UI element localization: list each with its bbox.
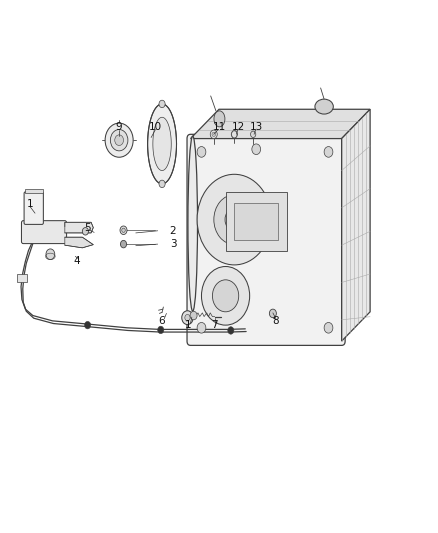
Circle shape	[197, 322, 206, 333]
Polygon shape	[65, 222, 93, 233]
Circle shape	[251, 131, 256, 138]
Circle shape	[201, 266, 250, 325]
Circle shape	[324, 147, 333, 157]
Text: 1: 1	[185, 320, 192, 330]
Circle shape	[185, 314, 190, 321]
Text: 10: 10	[149, 122, 162, 132]
Text: 4: 4	[73, 256, 80, 266]
Circle shape	[115, 135, 124, 146]
Text: 1: 1	[26, 199, 33, 208]
Circle shape	[182, 311, 193, 325]
Bar	[17, 274, 27, 282]
Text: 2: 2	[170, 226, 177, 236]
Ellipse shape	[315, 99, 333, 114]
Circle shape	[105, 123, 133, 157]
Text: 5: 5	[84, 223, 91, 232]
Polygon shape	[191, 109, 370, 139]
Ellipse shape	[188, 136, 198, 311]
Circle shape	[225, 208, 244, 231]
Circle shape	[252, 144, 261, 155]
Polygon shape	[342, 109, 370, 341]
FancyBboxPatch shape	[187, 134, 345, 345]
Circle shape	[212, 280, 239, 312]
Text: 11: 11	[212, 122, 226, 132]
Polygon shape	[153, 117, 171, 171]
Circle shape	[212, 132, 215, 136]
Text: 7: 7	[211, 320, 218, 330]
Circle shape	[210, 130, 217, 139]
Circle shape	[214, 195, 255, 245]
Text: 3: 3	[170, 239, 177, 249]
Polygon shape	[148, 104, 177, 184]
Bar	[234, 203, 278, 240]
Circle shape	[122, 228, 125, 232]
FancyBboxPatch shape	[21, 221, 67, 244]
Text: 13: 13	[250, 122, 263, 132]
Circle shape	[197, 174, 272, 265]
FancyBboxPatch shape	[24, 192, 43, 224]
Circle shape	[110, 130, 128, 151]
Bar	[226, 192, 287, 251]
Circle shape	[159, 100, 165, 108]
Bar	[25, 189, 43, 193]
Text: 6: 6	[159, 316, 166, 326]
Text: 9: 9	[115, 122, 122, 132]
Circle shape	[190, 311, 197, 320]
Circle shape	[82, 228, 88, 235]
Ellipse shape	[214, 111, 225, 127]
Polygon shape	[65, 237, 93, 248]
Circle shape	[324, 322, 333, 333]
Circle shape	[159, 180, 165, 188]
Text: 12: 12	[232, 122, 245, 132]
Circle shape	[120, 226, 127, 235]
Circle shape	[120, 240, 127, 248]
Circle shape	[231, 131, 237, 138]
Circle shape	[158, 326, 164, 334]
Text: 8: 8	[272, 316, 279, 326]
Circle shape	[46, 249, 55, 260]
Circle shape	[197, 147, 206, 157]
Circle shape	[85, 321, 91, 329]
Circle shape	[228, 327, 234, 334]
Circle shape	[269, 309, 276, 318]
